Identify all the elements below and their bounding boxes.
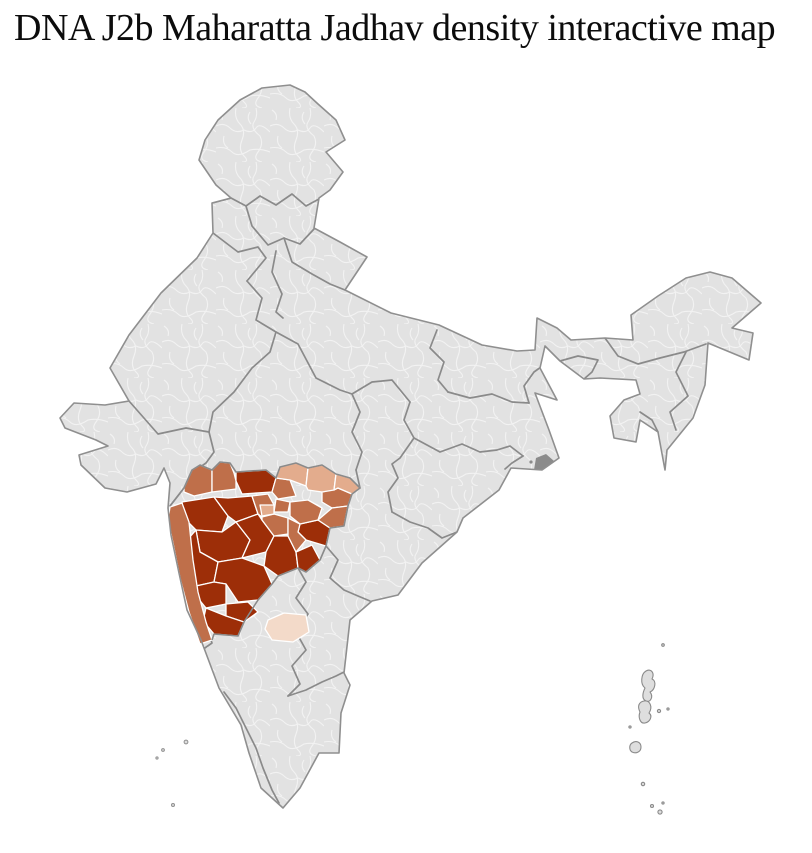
mh-district-28-region[interactable] <box>259 504 275 517</box>
district-texture <box>60 85 761 808</box>
mh-district-21-region[interactable] <box>273 498 291 513</box>
mh-district-22-region[interactable] <box>287 517 307 553</box>
ka-district-01-region[interactable] <box>264 612 310 643</box>
india-outline <box>59 84 762 809</box>
maharashtra-state-border <box>169 461 361 641</box>
andaman-nicobar-islands <box>628 643 670 815</box>
mh-district-17-region[interactable] <box>271 477 297 500</box>
page-title: DNA J2b Maharatta Jadhav density interac… <box>14 7 776 49</box>
mh-district-10-region[interactable] <box>225 601 259 623</box>
state-borders <box>128 193 707 804</box>
density-regions <box>167 461 361 645</box>
lakshadweep-islands <box>155 739 189 807</box>
mh-district-08-region[interactable] <box>213 557 273 603</box>
